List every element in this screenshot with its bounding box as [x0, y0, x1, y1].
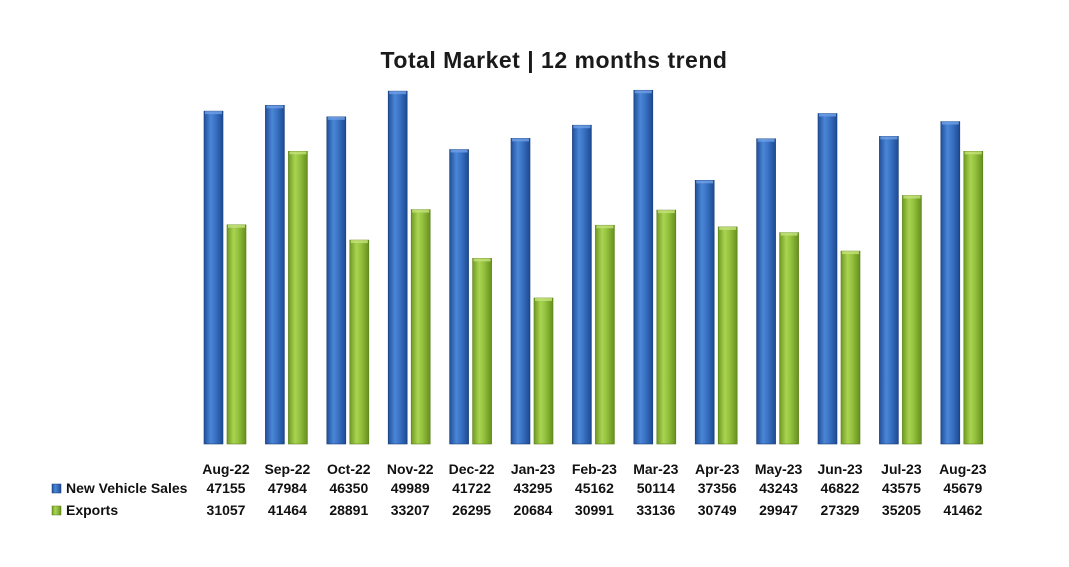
- legend-label-exports: Exports: [66, 502, 118, 518]
- bar-new-vehicle-sales-mar-23: [633, 89, 654, 445]
- legend-swatch-exports: [51, 505, 62, 516]
- bar-exports-nov-22: [410, 209, 431, 445]
- category-label: Sep-22: [264, 461, 310, 477]
- value-label-new-vehicle-sales: 49989: [391, 480, 430, 496]
- category-label: Nov-22: [387, 461, 434, 477]
- bar-cap: [634, 90, 652, 94]
- bar-new-vehicle-sales-dec-22: [449, 149, 469, 445]
- bar-exports-jun-23: [840, 250, 861, 445]
- bar-cap: [228, 224, 245, 228]
- bar-new-vehicle-sales-apr-23: [694, 180, 715, 445]
- bar-cap: [657, 210, 675, 214]
- bar-exports-jul-23: [902, 195, 922, 445]
- value-label-new-vehicle-sales: 43295: [514, 480, 553, 496]
- value-label-exports: 35205: [882, 502, 921, 518]
- value-label-exports: 28891: [329, 502, 368, 518]
- category-label: Feb-23: [572, 461, 617, 477]
- bar-cap: [389, 91, 407, 95]
- value-label-exports: 33207: [391, 502, 430, 518]
- bar-new-vehicle-sales-oct-22: [326, 116, 347, 445]
- bar-cap: [696, 180, 714, 184]
- category-label: Jul-23: [881, 461, 922, 477]
- value-label-new-vehicle-sales: 41722: [452, 480, 491, 496]
- value-label-new-vehicle-sales: 46350: [329, 480, 368, 496]
- bar-exports-dec-22: [472, 258, 492, 445]
- bar-exports-sep-22: [288, 151, 308, 445]
- value-label-exports: 30749: [698, 502, 737, 518]
- bar-exports-mar-23: [656, 209, 677, 445]
- bar-cap: [903, 195, 921, 199]
- value-label-exports: 29947: [759, 502, 798, 518]
- bar-new-vehicle-sales-jul-23: [879, 136, 899, 445]
- value-label-new-vehicle-sales: 46822: [821, 480, 860, 496]
- bar-cap: [819, 113, 836, 117]
- bar-new-vehicle-sales-jan-23: [510, 138, 531, 445]
- bar-new-vehicle-sales-nov-22: [387, 90, 408, 445]
- category-label: May-23: [755, 461, 803, 477]
- bar-cap: [573, 125, 591, 129]
- bar-cap: [535, 297, 552, 301]
- bar-cap: [880, 136, 898, 140]
- category-label: Mar-23: [633, 461, 678, 477]
- chart-title: Total Market | 12 months trend: [381, 47, 728, 73]
- bar-exports-jan-23: [533, 297, 554, 445]
- data-table: Aug-22 47155 31057 Sep-22 47984 41464 Oct-22 46…: [51, 461, 987, 518]
- bar-cap: [450, 149, 468, 153]
- value-label-new-vehicle-sales: 43575: [882, 480, 921, 496]
- legend-label-new-vehicle-sales: New Vehicle Sales: [66, 480, 188, 496]
- bar-new-vehicle-sales-sep-22: [265, 104, 285, 445]
- bar-new-vehicle-sales-feb-23: [572, 124, 592, 445]
- value-label-exports: 41462: [943, 502, 982, 518]
- bar-cap: [596, 225, 614, 229]
- bar-new-vehicle-sales-aug-23: [940, 121, 961, 445]
- bar-cap: [350, 240, 368, 244]
- value-label-new-vehicle-sales: 45679: [943, 480, 982, 496]
- bar-cap: [964, 151, 982, 155]
- bar-cap: [327, 116, 345, 120]
- bar-cap: [780, 232, 798, 236]
- bar-cap: [719, 226, 737, 230]
- category-label: Aug-23: [939, 461, 987, 477]
- bar-exports-aug-23: [963, 151, 984, 445]
- value-label-new-vehicle-sales: 37356: [698, 480, 737, 496]
- value-label-new-vehicle-sales: 50114: [637, 480, 675, 496]
- bar-new-vehicle-sales-may-23: [756, 138, 776, 445]
- bar-exports-may-23: [779, 232, 799, 445]
- value-label-exports: 31057: [207, 502, 246, 518]
- value-label-exports: 30991: [575, 502, 614, 518]
- category-label: Jan-23: [511, 461, 556, 477]
- bar-exports-oct-22: [349, 239, 370, 445]
- bar-exports-feb-23: [595, 224, 615, 445]
- bar-cap: [842, 251, 859, 255]
- value-label-exports: 26295: [452, 502, 491, 518]
- value-label-exports: 41464: [268, 502, 307, 518]
- category-label: Oct-22: [327, 461, 371, 477]
- bar-cap: [205, 111, 222, 115]
- bar-cap: [941, 121, 959, 125]
- value-label-new-vehicle-sales: 47984: [268, 480, 307, 496]
- bar-cap: [289, 151, 307, 155]
- bars-layer: [203, 89, 984, 445]
- value-label-new-vehicle-sales: 43243: [759, 480, 798, 496]
- category-label: Dec-22: [449, 461, 495, 477]
- category-label: Apr-23: [695, 461, 740, 477]
- bar-exports-apr-23: [717, 226, 738, 445]
- value-label-new-vehicle-sales: 47155: [207, 480, 246, 496]
- category-label: Jun-23: [817, 461, 862, 477]
- bar-new-vehicle-sales-aug-22: [203, 110, 224, 445]
- value-label-exports: 27329: [821, 502, 860, 518]
- bar-cap: [412, 209, 430, 213]
- value-label-new-vehicle-sales: 45162: [575, 480, 614, 496]
- bar-cap: [512, 138, 529, 142]
- value-label-exports: 20684: [514, 502, 553, 518]
- category-label: Aug-22: [202, 461, 250, 477]
- bar-cap: [473, 258, 491, 262]
- value-label-exports: 33136: [636, 502, 675, 518]
- bar-cap: [266, 105, 284, 109]
- bar-new-vehicle-sales-jun-23: [817, 113, 838, 445]
- legend-swatch-new-vehicle-sales: [51, 483, 62, 494]
- bar-exports-aug-22: [226, 224, 247, 445]
- bar-cap: [757, 138, 775, 142]
